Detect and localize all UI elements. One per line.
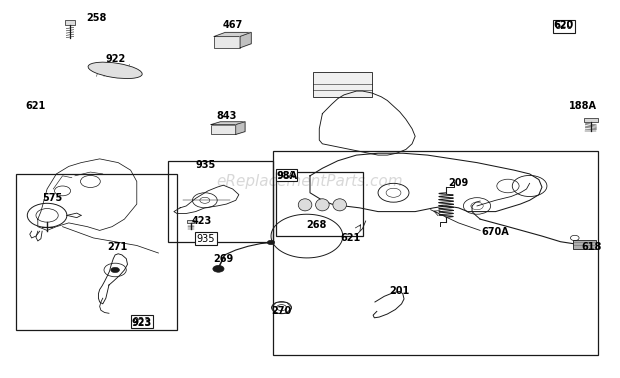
Text: 670A: 670A	[482, 227, 510, 237]
Bar	[214, 36, 240, 48]
Text: 935: 935	[196, 160, 216, 169]
Text: 423: 423	[192, 216, 212, 226]
Bar	[65, 20, 75, 25]
Text: 621: 621	[340, 233, 360, 243]
Text: 923: 923	[131, 318, 152, 328]
Circle shape	[213, 265, 224, 272]
Ellipse shape	[298, 199, 312, 211]
Text: 271: 271	[107, 242, 127, 253]
Bar	[584, 118, 598, 122]
Bar	[168, 161, 273, 242]
Text: 209: 209	[448, 178, 469, 188]
Bar	[276, 172, 363, 236]
Text: 98A: 98A	[278, 170, 295, 180]
Text: 575: 575	[42, 194, 62, 203]
Text: 98A: 98A	[277, 171, 298, 181]
Bar	[211, 125, 236, 135]
Ellipse shape	[316, 199, 329, 211]
Text: eReplacementParts.com: eReplacementParts.com	[216, 174, 404, 189]
Polygon shape	[214, 33, 251, 36]
Text: 843: 843	[216, 110, 237, 121]
Text: 269: 269	[213, 254, 234, 264]
Text: 621: 621	[26, 101, 46, 111]
Bar	[573, 240, 596, 249]
Ellipse shape	[333, 199, 347, 211]
Text: 620: 620	[554, 20, 574, 30]
Bar	[187, 220, 194, 223]
Polygon shape	[211, 122, 245, 125]
Polygon shape	[240, 33, 251, 48]
Bar	[273, 151, 598, 355]
Bar	[16, 174, 177, 330]
Ellipse shape	[88, 62, 142, 79]
Text: 620: 620	[554, 21, 573, 31]
Text: 618: 618	[582, 242, 601, 253]
Polygon shape	[236, 122, 245, 135]
Circle shape	[267, 240, 275, 245]
Circle shape	[111, 267, 120, 273]
Text: 467: 467	[223, 20, 243, 30]
Text: 922: 922	[105, 54, 125, 64]
Text: 201: 201	[389, 286, 410, 296]
Text: 258: 258	[86, 12, 107, 23]
Bar	[313, 72, 372, 97]
Text: 935: 935	[197, 234, 215, 244]
Text: 923: 923	[133, 316, 151, 327]
Text: 188A: 188A	[569, 101, 598, 111]
Text: 268: 268	[306, 220, 326, 230]
Text: 270: 270	[271, 307, 291, 316]
